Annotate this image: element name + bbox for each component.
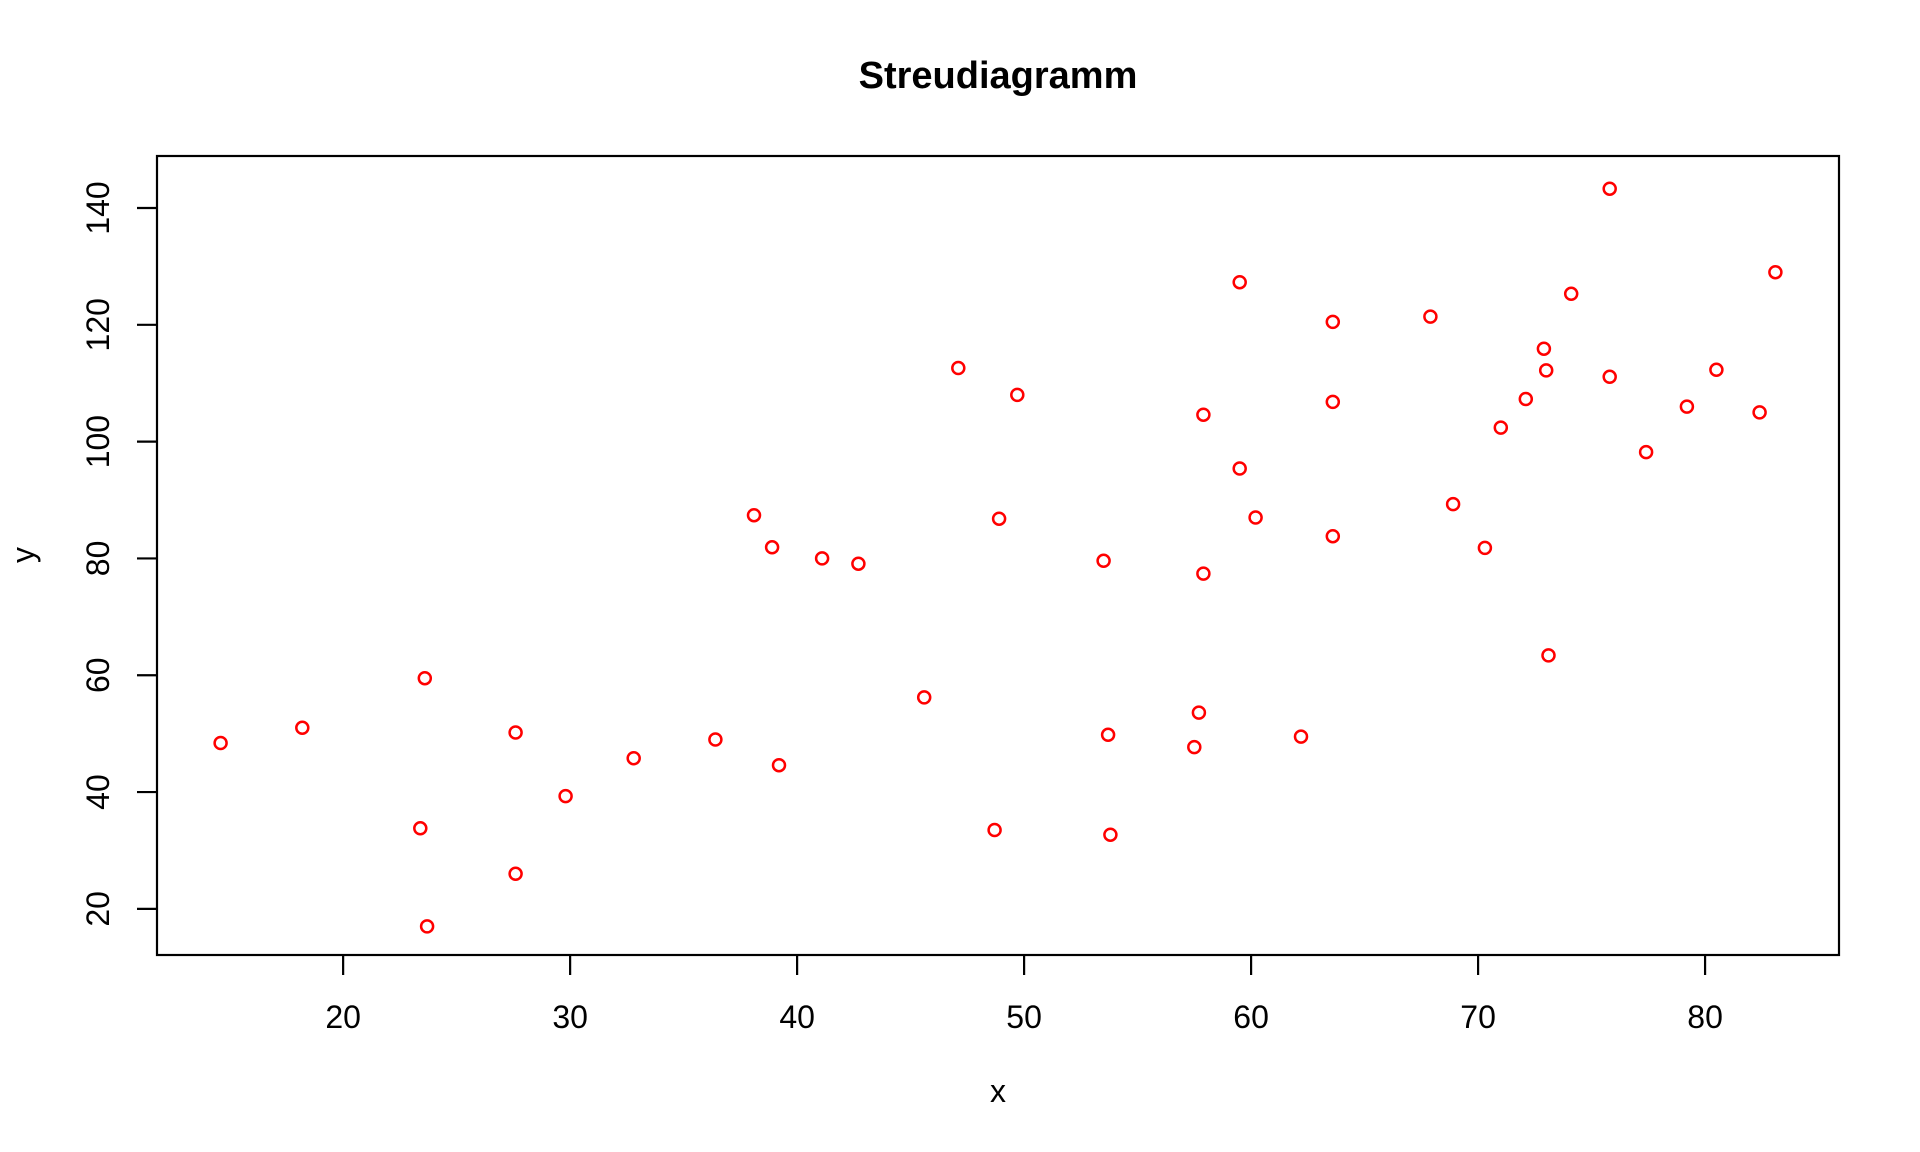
data-point: [991, 511, 1007, 526]
data-point: [1768, 264, 1783, 280]
data-point: [1248, 510, 1263, 525]
data-point: [1187, 739, 1202, 755]
data-point: [851, 556, 866, 571]
y-tick-label: 20: [80, 891, 116, 927]
data-point: [771, 757, 787, 773]
plot-frame: [155, 154, 1841, 957]
data-point: [1232, 461, 1247, 476]
data-point: [1538, 363, 1554, 378]
data-point: [626, 750, 641, 766]
y-tick-label: 140: [80, 181, 116, 234]
data-point: [1191, 705, 1207, 720]
data-point: [1293, 729, 1309, 744]
data-point: [1325, 394, 1341, 410]
data-point: [951, 360, 966, 376]
data-point: [1536, 341, 1552, 356]
data-point: [508, 866, 523, 882]
x-axis-title: x: [990, 1073, 1006, 1109]
data-point: [1638, 444, 1654, 460]
data-point: [1100, 727, 1116, 743]
y-tick-label: 100: [80, 415, 116, 468]
x-tick-label: 80: [1687, 999, 1723, 1035]
data-point: [1325, 528, 1341, 544]
data-point: [1602, 181, 1617, 196]
data-point: [814, 551, 830, 566]
data-point: [1423, 309, 1438, 324]
x-tick-label: 50: [1006, 999, 1042, 1035]
data-point: [1096, 553, 1111, 569]
data-point: [1010, 387, 1025, 403]
data-point: [1445, 496, 1461, 512]
y-tick-label: 80: [80, 541, 116, 577]
chart-title: Streudiagramm: [859, 55, 1138, 97]
data-point: [419, 919, 435, 934]
data-point: [708, 732, 723, 747]
data-point: [417, 670, 433, 686]
data-point: [1563, 286, 1579, 302]
data-point: [1196, 407, 1211, 422]
y-tick-label: 120: [80, 298, 116, 351]
data-point: [1541, 648, 1556, 663]
data-point: [295, 720, 310, 736]
data-point: [1679, 399, 1695, 414]
data-point: [1602, 369, 1617, 385]
data-point: [1232, 274, 1247, 290]
y-tick-label: 40: [80, 774, 116, 810]
x-tick-label: 40: [779, 999, 815, 1035]
data-point: [764, 540, 780, 555]
data-point: [213, 735, 228, 751]
data-point: [746, 507, 762, 523]
data-point: [1518, 391, 1534, 407]
x-tick-label: 70: [1460, 999, 1496, 1035]
data-point: [1477, 540, 1493, 556]
data-point: [1752, 405, 1767, 420]
data-point: [1493, 420, 1509, 435]
x-tick-label: 60: [1233, 999, 1269, 1035]
data-point: [413, 821, 428, 836]
y-tick-label: 60: [80, 657, 116, 693]
plot-layer: 20 30 40 50 60 70 80 20 40 60 80 100 120 140: [80, 154, 1841, 1035]
x-tick-label: 30: [552, 999, 588, 1035]
data-point: [916, 690, 932, 705]
x-tick-label: 20: [325, 999, 361, 1035]
data-point: [508, 725, 523, 740]
y-axis-title: y: [5, 547, 41, 563]
data-point: [1103, 827, 1118, 842]
data-point: [1196, 566, 1211, 581]
data-point: [987, 822, 1002, 838]
data-point: [1709, 362, 1724, 378]
data-point: [1325, 314, 1341, 330]
data-point: [558, 788, 573, 804]
